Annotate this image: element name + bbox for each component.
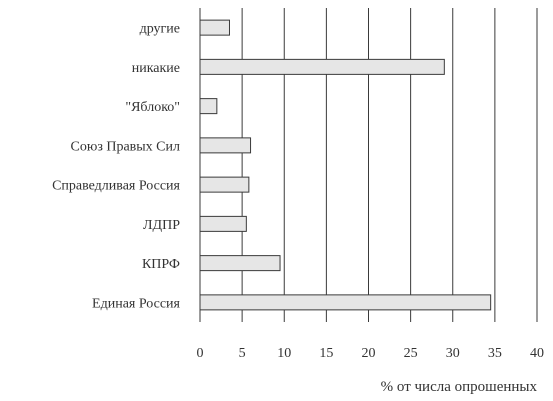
bar-5	[199, 176, 250, 193]
x-axis-title: % от числа опрошенных	[381, 379, 538, 395]
category-label-5: Справедливая Россия	[52, 179, 180, 194]
bar-6	[199, 215, 247, 232]
category-label-4: Союз Правых Сил	[71, 139, 180, 154]
category-label-1: другие	[140, 22, 180, 37]
bar-2	[199, 58, 445, 75]
x-tick-label-20: 20	[362, 346, 376, 361]
bar-7	[199, 255, 281, 272]
category-label-8: Единая Россия	[92, 296, 181, 311]
x-tick-label-0: 0	[197, 346, 204, 361]
category-label-2: никакие	[132, 61, 180, 76]
bars	[199, 19, 492, 311]
category-label-3: "Яблоко"	[125, 100, 180, 115]
x-tick-label-15: 15	[319, 346, 333, 361]
bar-4	[199, 137, 252, 154]
category-label-7: КПРФ	[142, 257, 180, 272]
x-tick-label-25: 25	[404, 346, 418, 361]
x-tick-label-30: 30	[446, 346, 460, 361]
category-label-6: ЛДПР	[143, 218, 180, 233]
category-labels: другие никакие "Яблоко" Союз Правых Сил Спра…	[52, 22, 180, 312]
x-tick-label-10: 10	[277, 346, 291, 361]
x-tick-label-40: 40	[530, 346, 544, 361]
grid-lines	[199, 8, 538, 322]
bar-8	[199, 294, 492, 311]
x-tick-labels: 0 5 10 15 20 25 30 35 40	[197, 346, 545, 361]
x-tick-label-35: 35	[488, 346, 502, 361]
bar-3	[199, 98, 218, 115]
bar-1	[199, 19, 230, 36]
x-tick-label-5: 5	[239, 346, 246, 361]
